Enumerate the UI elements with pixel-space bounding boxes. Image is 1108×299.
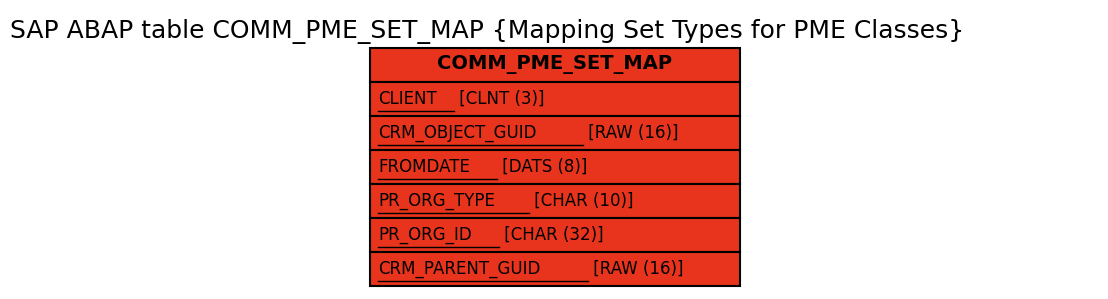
Text: COMM_PME_SET_MAP: COMM_PME_SET_MAP xyxy=(438,56,673,74)
Bar xyxy=(370,48,740,82)
Text: [CLNT (3)]: [CLNT (3)] xyxy=(454,90,544,108)
Bar xyxy=(370,82,740,116)
Text: [CHAR (10)]: [CHAR (10)] xyxy=(529,192,634,210)
Text: FROMDATE: FROMDATE xyxy=(378,158,470,176)
Bar xyxy=(370,184,740,218)
Text: [RAW (16)]: [RAW (16)] xyxy=(587,260,683,278)
Text: [CHAR (32)]: [CHAR (32)] xyxy=(499,226,604,244)
Bar xyxy=(370,252,740,286)
Text: [DATS (8)]: [DATS (8)] xyxy=(496,158,587,176)
Bar xyxy=(370,116,740,150)
Text: SAP ABAP table COMM_PME_SET_MAP {Mapping Set Types for PME Classes}: SAP ABAP table COMM_PME_SET_MAP {Mapping… xyxy=(10,19,964,45)
Text: CRM_OBJECT_GUID: CRM_OBJECT_GUID xyxy=(378,124,536,142)
Text: PR_ORG_ID: PR_ORG_ID xyxy=(378,226,472,244)
Text: CRM_PARENT_GUID: CRM_PARENT_GUID xyxy=(378,260,541,278)
Text: CLIENT: CLIENT xyxy=(378,90,437,108)
Text: PR_ORG_TYPE: PR_ORG_TYPE xyxy=(378,192,495,210)
Bar xyxy=(370,150,740,184)
Bar xyxy=(370,218,740,252)
Text: [RAW (16)]: [RAW (16)] xyxy=(583,124,678,142)
